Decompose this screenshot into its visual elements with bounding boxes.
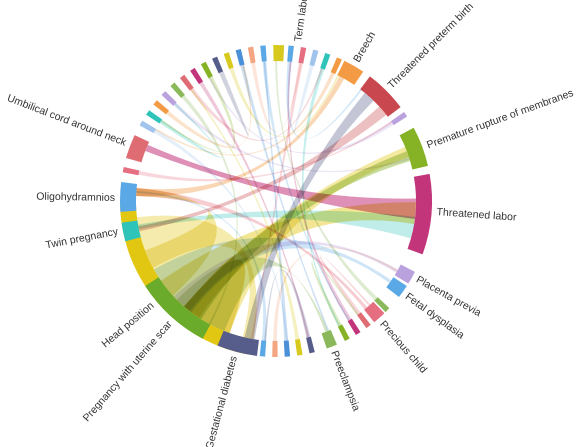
- minor-arc: [309, 49, 319, 67]
- minor-arc: [259, 340, 267, 357]
- arc-pregnancy-with-uterine-scar[interactable]: [145, 277, 211, 339]
- minor-arc: [272, 340, 278, 357]
- minor-arc: [122, 166, 140, 176]
- minor-arc: [212, 56, 224, 74]
- label-pregnancy-with-uterine-scar: Pregnancy with uterine scar: [81, 318, 175, 424]
- arc-placenta-previa[interactable]: [394, 264, 415, 284]
- chord-ribbon: [153, 237, 392, 313]
- minor-arc: [139, 120, 156, 134]
- chord-ribbon: [208, 77, 394, 154]
- chord-ribbon: [166, 64, 252, 148]
- minor-arc: [146, 110, 163, 124]
- label-preeclampsia: Preeclampsia: [328, 349, 362, 413]
- label-precious-child: Precious child: [377, 318, 429, 375]
- label-threatened-labor: Threatened labor: [436, 206, 517, 224]
- arc-twin-pregnancy[interactable]: [121, 220, 141, 242]
- minor-arc: [347, 318, 361, 335]
- arc-fetal-dysplasia[interactable]: [386, 277, 407, 298]
- chord-ribbon: [160, 76, 236, 153]
- chord-ribbon: [159, 103, 223, 158]
- minor-arc: [161, 91, 177, 106]
- label-breech: Breech: [351, 30, 378, 65]
- minor-arc: [260, 45, 267, 62]
- minor-arc: [337, 324, 350, 341]
- chord-ribbon: [138, 121, 393, 182]
- minor-arc: [247, 46, 256, 64]
- minor-arc: [287, 45, 294, 62]
- arc-threatened-preterm-birth[interactable]: [360, 76, 401, 117]
- chord-ribbon: [250, 62, 303, 340]
- label-term-labor: Term labor: [292, 0, 311, 42]
- minor-arc: [283, 340, 291, 357]
- label-threatened-preterm-birth: Threatened preterm birth: [385, 1, 476, 92]
- chord-ribbon: [240, 64, 330, 332]
- chord-ribbon: [251, 62, 302, 133]
- arc-premature-rupture-of-membranes[interactable]: [399, 127, 429, 170]
- chord-ribbon: [311, 260, 359, 327]
- arc-preeclampsia[interactable]: [321, 329, 337, 349]
- minor-arc: [223, 52, 234, 70]
- minor-arc: [179, 74, 194, 91]
- minor-arc: [235, 48, 245, 66]
- minor-arc: [374, 297, 390, 313]
- chord-ribbon: [263, 61, 289, 341]
- arc-precious-child[interactable]: [364, 301, 385, 323]
- arc-umbilical-cord-around-neck[interactable]: [126, 135, 150, 163]
- chord-ribbon: [219, 71, 250, 137]
- label-umbilical-cord-around-neck: Umbilical cord around neck: [5, 92, 128, 149]
- chord-ribbon: [137, 210, 416, 239]
- label-oligohydramnios: Oligohydramnios: [36, 191, 115, 204]
- chord-ribbon: [264, 269, 311, 341]
- minor-arc: [357, 312, 371, 329]
- minor-arc: [298, 47, 307, 64]
- chord-ribbon: [145, 144, 416, 220]
- label-premature-rupture-of-membranes: Premature rupture of membranes: [425, 87, 575, 151]
- chord-ribbon: [244, 92, 374, 340]
- minor-arc: [306, 336, 315, 354]
- arc-gestational-diabetes[interactable]: [217, 330, 259, 356]
- arc-threatened-labor[interactable]: [407, 173, 432, 255]
- arc-layer: [119, 44, 432, 357]
- minor-arc: [190, 67, 204, 85]
- ribbon-layer: [136, 60, 416, 341]
- minor-arc: [200, 61, 213, 79]
- arc-oligohydramnios[interactable]: [119, 181, 138, 212]
- minor-arc: [295, 338, 303, 356]
- minor-arc: [320, 52, 331, 70]
- chord-ribbon: [173, 102, 410, 173]
- label-twin-pregnancy: Twin pregnancy: [45, 225, 120, 251]
- chord-ribbon: [155, 72, 335, 156]
- minor-arc: [390, 111, 408, 126]
- minor-arc: [330, 57, 342, 75]
- label-gestational-diabetes: Gestational diabetes: [204, 355, 240, 447]
- arc-term-labor[interactable]: [273, 44, 285, 62]
- arc-breech[interactable]: [337, 60, 364, 85]
- minor-arc: [170, 82, 185, 98]
- minor-arc: [153, 100, 170, 115]
